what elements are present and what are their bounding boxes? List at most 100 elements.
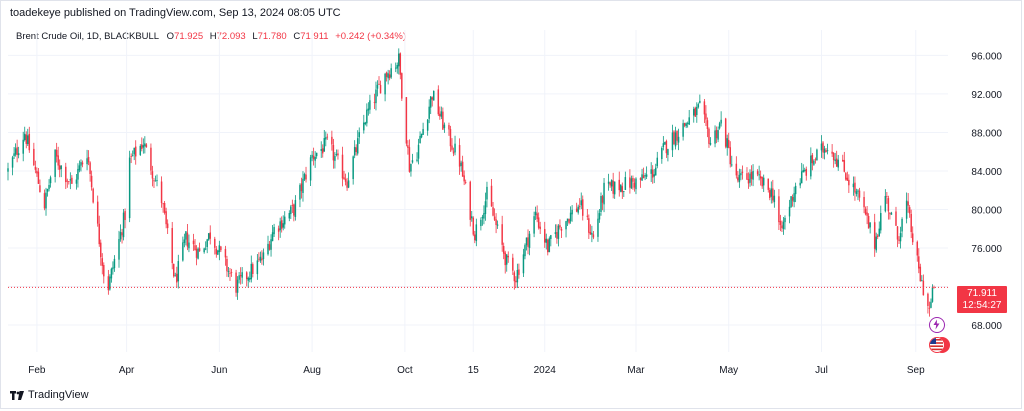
candle-body [192, 240, 195, 245]
candle-body [81, 162, 84, 165]
legend-symbol[interactable]: Brent Crude Oil, 1D, BLACKBULL [16, 31, 159, 42]
candle-body [262, 252, 265, 260]
candle-body [422, 129, 424, 135]
candle-body [398, 53, 400, 67]
candle-body [560, 228, 563, 231]
candle-body [303, 174, 306, 180]
candle-body [346, 181, 348, 188]
candle-body [525, 237, 528, 246]
candle-body [322, 148, 324, 154]
candle-body [921, 280, 923, 281]
candle-body [153, 180, 155, 182]
candle-body [347, 180, 350, 188]
candle-body [48, 184, 50, 189]
x-axis[interactable]: Feb Apr Jun Aug Oct 15 2024 Mar May Jul Sep [28, 365, 925, 376]
candle-body [703, 101, 706, 115]
candle-body [834, 159, 836, 162]
candle-body [358, 132, 360, 138]
candle-body [610, 179, 613, 187]
lightning-icon[interactable] [929, 317, 945, 333]
candle-body [27, 135, 29, 145]
candle-body [559, 225, 561, 228]
candle-body [227, 271, 230, 272]
candle-body [527, 237, 529, 247]
candle-body [65, 166, 67, 183]
candle-body [685, 123, 687, 127]
candle-body [800, 171, 803, 184]
candle-body [14, 148, 17, 155]
candle-body [217, 250, 219, 255]
candle-body [496, 224, 499, 226]
candlesticks [7, 48, 935, 317]
candle-body [78, 165, 81, 171]
y-axis[interactable]: 96.000 92.000 88.000 84.000 80.000 76.000 68.0… [971, 51, 1002, 332]
candle-body [34, 166, 37, 170]
candle-body [887, 198, 890, 212]
candle-body [122, 212, 125, 238]
candle-body [385, 72, 388, 77]
candle-body [799, 182, 801, 186]
candle-body [620, 184, 622, 192]
candle-body [804, 170, 806, 171]
candle-body [144, 143, 146, 147]
x-tick-label: 2024 [534, 365, 557, 376]
candle-body [577, 206, 579, 213]
candle-body [334, 155, 336, 161]
candle-body [294, 200, 297, 217]
candle-body [408, 147, 411, 172]
x-tick-label: Jul [815, 365, 828, 376]
tradingview-brand[interactable]: TradingView [10, 389, 89, 401]
candle-body [420, 133, 423, 138]
y-tick-label: 84.000 [971, 167, 1002, 178]
candle-body [895, 211, 897, 226]
x-tick-label: Aug [303, 365, 321, 376]
candle-body [537, 217, 540, 228]
legend-high: 72.093 [216, 31, 246, 42]
candle-body [600, 196, 602, 212]
candle-body [650, 169, 652, 174]
candle-body [250, 263, 253, 280]
candle-body [484, 201, 487, 215]
candle-body [463, 175, 465, 182]
candle-body [889, 213, 891, 215]
candle-body [113, 258, 116, 269]
candle-body [822, 142, 824, 153]
candle-body [128, 157, 131, 219]
candle-body [215, 248, 218, 255]
candle-body [683, 122, 686, 126]
candle-body [378, 83, 380, 85]
candle-body [218, 245, 221, 253]
candle-body [405, 97, 408, 144]
candle-body [843, 160, 846, 172]
candle-body [325, 137, 327, 140]
candle-body [767, 178, 770, 190]
candle-body [280, 220, 283, 229]
us-flag-icon[interactable] [929, 337, 945, 353]
legend-change: +0.242 (+0.34%) [335, 31, 406, 42]
candle-body [390, 68, 392, 78]
candle-body [536, 213, 538, 220]
candle-body [171, 228, 173, 264]
candle-body [89, 162, 91, 174]
candle-body [399, 53, 402, 75]
candle-body [673, 131, 675, 145]
candle-body [451, 145, 453, 150]
candle-body [621, 186, 624, 193]
candle-body [124, 211, 126, 220]
candle-body [332, 144, 335, 161]
candle-body [230, 272, 233, 273]
candle-body [163, 203, 166, 213]
candle-body [779, 220, 782, 225]
candle-body [656, 157, 659, 167]
candle-body [848, 179, 850, 186]
candle-body [448, 125, 450, 130]
candle-body [396, 65, 398, 69]
candle-body [905, 200, 908, 219]
candle-body [866, 212, 868, 216]
candle-body [36, 170, 38, 174]
candle-body [811, 154, 814, 164]
candle-body [545, 238, 548, 243]
last-price-tag: 71.911 12:54:27 [957, 286, 1007, 313]
